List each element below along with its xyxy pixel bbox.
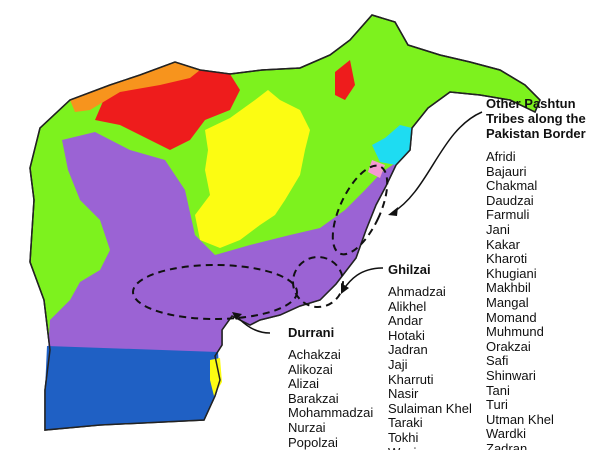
- region-cyan: [372, 125, 412, 165]
- tribe-name: Kakar: [486, 236, 520, 252]
- border-tribes-area-outline: [331, 164, 389, 256]
- tribe-name: Makhbil: [486, 280, 531, 296]
- tribe-name: Jaji: [388, 356, 408, 372]
- tribe-name: Tani: [486, 382, 510, 398]
- tribe-name: Chakmal: [486, 178, 538, 194]
- tribe-name: Alizai: [288, 376, 320, 392]
- region-blue: [45, 346, 220, 430]
- region-orange: [70, 62, 200, 112]
- tribe-name: Tokhi: [388, 429, 419, 445]
- arrowheads: [232, 207, 398, 320]
- border-arrowhead: [388, 207, 398, 216]
- tribe-name: Jadran: [388, 342, 428, 358]
- ghilzai-arrow: [342, 267, 384, 291]
- tribe-name: Orakzai: [486, 338, 531, 354]
- region-red-2: [335, 60, 355, 100]
- tribe-name: Momand: [486, 309, 537, 325]
- tribe-name: Wazir: [388, 445, 472, 450]
- border-title-line: Pakistan Border: [486, 126, 586, 141]
- tribe-name: Taraki: [388, 415, 423, 431]
- durrani-tribes-list: Achakzai Alikozai Alizai Barakzai Mohammadza…: [288, 347, 374, 450]
- tribe-name: Zadran: [486, 440, 528, 450]
- tribe-name: Khugiani: [486, 265, 537, 281]
- border-title-line: Other Pashtun: [486, 96, 576, 111]
- ghilzai-area-outline: [292, 256, 344, 308]
- tribe-name: Shinwari: [486, 367, 536, 383]
- tribe-name: Ahmadzai: [388, 284, 446, 299]
- tribe-name: Mohammadzai: [288, 405, 374, 421]
- border-title-line: Tribes along the: [486, 111, 586, 126]
- ghilzai-label: Ghilzai Ahmadzai Alikhel Andar Hotaki Jadran…: [388, 262, 472, 450]
- tribe-name: Nurzai: [288, 419, 326, 435]
- durrani-arrowhead: [232, 312, 242, 320]
- tribe-name: Alikozai: [288, 361, 333, 377]
- tribe-name: Afridi: [486, 149, 516, 164]
- border-arrow: [391, 111, 483, 214]
- region-yellow-south: [210, 358, 222, 396]
- tribe-name: Jani: [486, 221, 510, 237]
- border-tribes-label: Other Pashtun Tribes along the Pakistan …: [486, 96, 586, 450]
- country-outline: [29, 14, 541, 431]
- tribe-name: Farmuli: [486, 207, 530, 223]
- tribe-name: Safi: [486, 353, 509, 369]
- durrani-area-outline: [132, 264, 298, 320]
- tribe-name: Wardki: [486, 426, 526, 442]
- tribe-name: Andar: [388, 313, 423, 329]
- tribe-name: Barakzai: [288, 390, 339, 406]
- tribe-name: Sulaiman Khel: [388, 400, 472, 416]
- tribe-name: Bajauri: [486, 163, 527, 179]
- tribe-name: Utman Khel: [486, 411, 554, 427]
- ghilzai-title: Ghilzai: [388, 262, 431, 277]
- region-yellow: [195, 90, 310, 248]
- tribe-name: Alikhel: [388, 298, 427, 314]
- tribe-name: Turi: [486, 397, 508, 413]
- region-pink: [368, 160, 385, 178]
- tribe-name: Popolzai: [288, 434, 338, 450]
- durrani-label: Durrani Achakzai Alikozai Alizai Barakzai Mo…: [288, 325, 373, 450]
- ghilzai-tribes-list: Ahmadzai Alikhel Andar Hotaki Jadran Jaji Khar…: [388, 284, 472, 450]
- tribe-name: Muhmund: [486, 324, 544, 340]
- ghilzai-arrowhead: [341, 283, 349, 294]
- tribe-name: Nasir: [388, 386, 419, 402]
- tribe-name: Achakzai: [288, 347, 341, 362]
- tribe-name: Kharoti: [486, 251, 528, 267]
- tribe-name: Kharruti: [388, 371, 434, 387]
- durrani-title: Durrani: [288, 325, 335, 340]
- tribe-name: Daudzai: [486, 192, 534, 208]
- tribe-name: Mangal: [486, 294, 529, 310]
- tribe-name: Hotaki: [388, 327, 425, 343]
- border-tribes-list: Afridi Bajauri Chakmal Daudzai Farmuli Jani Ka…: [486, 149, 586, 450]
